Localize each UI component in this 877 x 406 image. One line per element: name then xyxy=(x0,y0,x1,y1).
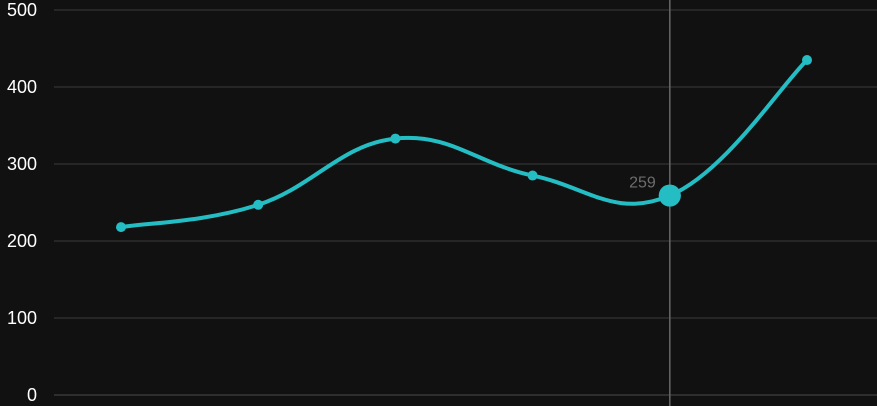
highlight-layer: 259 xyxy=(629,0,681,406)
data-point-3[interactable] xyxy=(390,133,401,144)
highlighted-data-point-overlay[interactable] xyxy=(658,184,681,207)
axis-layer: 0 100 200 300 400 500 xyxy=(7,0,877,405)
grid-layer xyxy=(54,9,877,319)
y-tick-label-0: 0 xyxy=(27,385,37,405)
y-tick-label-100: 100 xyxy=(7,308,37,328)
y-tick-label-200: 200 xyxy=(7,231,37,251)
y-tick-label-400: 400 xyxy=(7,77,37,97)
y-tick-label-300: 300 xyxy=(7,154,37,174)
series-layer xyxy=(119,58,809,230)
highlight-value-label: 259 xyxy=(629,175,656,192)
series-line xyxy=(119,58,809,230)
data-point-6[interactable] xyxy=(802,55,812,66)
data-point-2[interactable] xyxy=(253,199,264,210)
point-layer xyxy=(116,55,812,233)
data-point-1[interactable] xyxy=(116,222,126,233)
data-point-4[interactable] xyxy=(527,170,538,181)
y-tick-label-500: 500 xyxy=(7,0,37,20)
